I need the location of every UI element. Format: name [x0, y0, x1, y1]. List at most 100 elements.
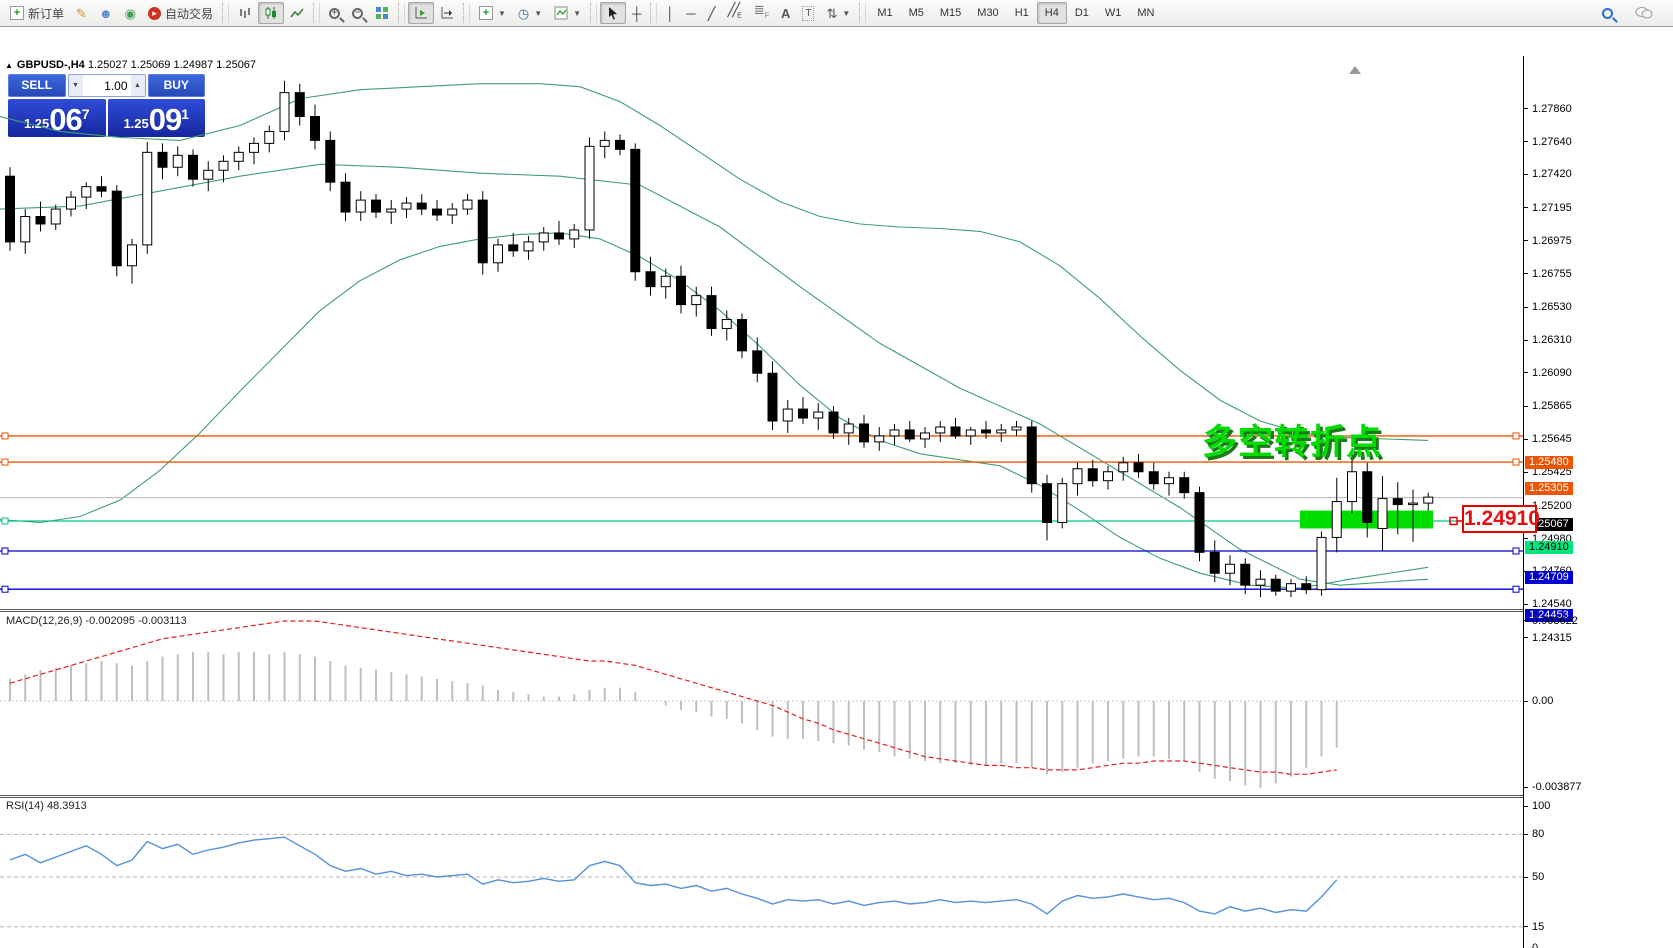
macd-panel-divider[interactable] — [0, 609, 1523, 612]
toolbar-separator — [221, 3, 229, 23]
price-axis-tick — [1524, 637, 1528, 639]
candlestick-chart-button[interactable] — [257, 2, 284, 24]
indicators-button[interactable]: ▼ — [548, 2, 587, 24]
horizontal-line-1.25480[interactable] — [0, 432, 1523, 440]
horizontal-line-1.25305[interactable] — [0, 458, 1523, 466]
cursor-button[interactable] — [600, 2, 627, 24]
auto-trading-button[interactable]: ▸ 自动交易 — [142, 2, 219, 24]
main-chart-canvas[interactable] — [0, 56, 1523, 609]
bullish-candle-body — [1072, 468, 1083, 485]
bullish-candle-body — [264, 130, 275, 144]
fibonacci-button[interactable]: ≣F — [748, 2, 775, 24]
bar-chart-button[interactable] — [232, 2, 258, 24]
new-order-button[interactable]: + 新订单 — [4, 2, 70, 24]
chart-annotation-text[interactable]: 多空转折点 — [1202, 423, 1383, 462]
horizontal-line-1.24453[interactable] — [0, 585, 1523, 593]
timeframe-m15[interactable]: M15 — [939, 7, 962, 19]
bullish-candle-body — [1286, 583, 1296, 592]
bullish-candle-body — [81, 186, 92, 198]
horizontal-line-button[interactable]: ─ — [680, 2, 701, 24]
horizontal-line-1.24709[interactable] — [0, 547, 1523, 555]
price-axis-tick — [1524, 471, 1528, 473]
buy-quote[interactable]: 1.25 09 1 — [107, 99, 205, 137]
horizontal-line-1.24910[interactable] — [0, 517, 1523, 525]
bars-icon — [240, 8, 250, 18]
bearish-candle-body — [1240, 563, 1251, 586]
bearish-candle-body — [1026, 426, 1037, 485]
price-axis-tick-label: 1.25645 — [1532, 433, 1572, 446]
rsi-indicator-canvas[interactable] — [0, 798, 1523, 948]
price-axis-tick-label: 1.27860 — [1532, 102, 1572, 115]
crosshair-button[interactable]: ┼ — [626, 2, 647, 24]
auto-scroll-button[interactable] — [407, 2, 434, 24]
bullish-candle-body — [1103, 471, 1113, 482]
sell-button[interactable]: SELL — [8, 74, 66, 97]
timeframe-m5[interactable]: M5 — [908, 7, 924, 19]
chart-shift-button[interactable] — [434, 2, 460, 24]
chat-button[interactable] — [1629, 2, 1659, 24]
highlighter-button[interactable]: ✎ — [70, 2, 93, 24]
volume-up-button[interactable]: ▲ — [130, 75, 145, 96]
search-icon — [1602, 7, 1613, 19]
timeframe-w1[interactable]: W1 — [1104, 7, 1122, 19]
bullish-candle-body — [1377, 498, 1388, 529]
chart-shift-marker[interactable] — [1349, 66, 1361, 74]
bearish-candle-body — [737, 319, 747, 352]
zoom-out-button[interactable]: − — [346, 2, 369, 24]
buy-button[interactable]: BUY — [147, 74, 205, 97]
macd-indicator-canvas[interactable] — [0, 612, 1523, 795]
arrows-button[interactable]: ⇅ ▼ — [826, 5, 851, 21]
new-chart-button[interactable]: + ▼ — [473, 2, 512, 24]
toolbar-separator — [462, 3, 470, 23]
line-chart-button[interactable] — [284, 2, 310, 24]
bullish-candle-body — [1408, 502, 1418, 506]
sell-price-sup: 7 — [81, 106, 90, 122]
bullish-candle-body — [447, 208, 458, 216]
bearish-candle-body — [859, 423, 869, 443]
channel-button[interactable]: ╱╱E — [721, 2, 747, 24]
price-axis-tick — [1524, 273, 1528, 275]
text-button[interactable]: A — [775, 2, 796, 24]
volume-down-button[interactable]: ▼ — [68, 75, 83, 96]
bearish-candle-body — [310, 116, 320, 141]
timeframe-mn[interactable]: MN — [1137, 7, 1155, 19]
tile-windows-button[interactable] — [369, 2, 395, 24]
macd-axis-tick — [1524, 786, 1528, 788]
bearish-candle-body — [1209, 551, 1220, 574]
arrows-icon: ⇅ — [826, 5, 838, 21]
trendline-button[interactable]: ╱ — [702, 2, 722, 24]
bullish-candle-body — [386, 208, 397, 213]
bullish-candle-body — [874, 435, 885, 443]
timeframe-h4[interactable]: H4 — [1036, 2, 1067, 24]
bearish-candle-body — [645, 271, 656, 288]
price-flag-label[interactable]: 1.24910 — [1462, 505, 1540, 533]
search-button[interactable] — [1596, 2, 1619, 24]
bearish-candle-body — [35, 216, 46, 225]
doc-plus-icon: + — [10, 6, 24, 20]
timeframe-d1[interactable]: D1 — [1074, 7, 1089, 19]
period-button[interactable]: ◷ ▼ — [517, 5, 543, 21]
bullish-candle-body — [935, 426, 946, 434]
timeframe-m30[interactable]: M30 — [977, 7, 999, 19]
sound-button[interactable]: ◉ — [119, 2, 142, 24]
bullish-candle-body — [249, 142, 259, 153]
volume-input[interactable] — [82, 75, 131, 96]
cursor-icon — [609, 7, 618, 20]
timeframe-h1[interactable]: H1 — [1014, 7, 1029, 19]
profile-button[interactable]: ☻ — [93, 2, 119, 24]
hline-icon: ─ — [686, 5, 696, 21]
candlesticks — [5, 80, 1434, 598]
label-button[interactable]: T — [796, 2, 820, 24]
rsi-axis-tick-label: 100 — [1532, 800, 1551, 812]
bullish-candle-body — [493, 244, 503, 264]
oneclick-collapse-icon[interactable]: ▲ — [5, 61, 13, 70]
highlighter-icon: ✎ — [76, 5, 87, 21]
price-axis-tick-label: 1.24540 — [1532, 598, 1572, 611]
rsi-panel-divider[interactable] — [0, 795, 1523, 798]
timeframe-m1[interactable]: M1 — [877, 7, 893, 19]
zoom-in-button[interactable]: + — [323, 2, 346, 24]
toolbar-separator — [397, 3, 405, 23]
chart-window: ▲ GBPUSD-,H4 1.25027 1.25069 1.24987 1.25… — [0, 28, 1673, 948]
vertical-line-button[interactable]: │ — [660, 2, 680, 24]
